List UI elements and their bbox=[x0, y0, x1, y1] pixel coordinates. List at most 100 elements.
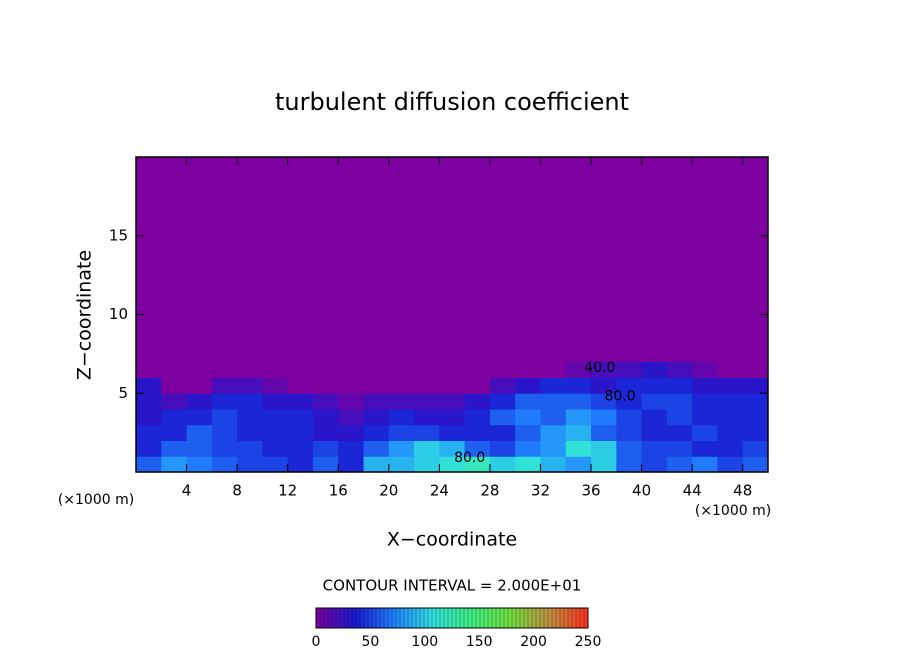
field-cell bbox=[237, 424, 263, 441]
field-cell bbox=[287, 440, 314, 457]
field-cell bbox=[540, 361, 567, 378]
x-tick-label: 48 bbox=[733, 482, 752, 500]
field-cell bbox=[717, 393, 744, 410]
field-cell bbox=[262, 361, 289, 378]
field-cell bbox=[742, 456, 769, 473]
colorbar-swatch bbox=[315, 607, 321, 629]
colorbar-swatch bbox=[507, 607, 513, 629]
colorbar-swatch bbox=[495, 607, 501, 629]
field-cell bbox=[540, 440, 567, 457]
field-cell bbox=[237, 409, 263, 426]
y-tick-label: 5 bbox=[118, 384, 128, 402]
field-cell bbox=[262, 393, 289, 410]
colorbar-swatch bbox=[511, 607, 517, 629]
field-cell bbox=[388, 409, 415, 426]
colorbar-swatch bbox=[519, 607, 525, 629]
field-cell bbox=[363, 377, 390, 394]
field-cell bbox=[237, 361, 263, 378]
field-cell bbox=[464, 409, 491, 426]
field-cell bbox=[717, 440, 744, 457]
colorbar-tick-label: 100 bbox=[411, 634, 438, 650]
contour-label: 40.0 bbox=[584, 360, 615, 376]
colorbar-swatch bbox=[483, 607, 489, 629]
field-cell bbox=[565, 440, 592, 457]
field-cell bbox=[338, 377, 365, 394]
y-axis-label: Z−coordinate bbox=[74, 250, 96, 380]
field-cell bbox=[692, 361, 718, 378]
field-cell bbox=[414, 409, 440, 426]
field-cell bbox=[591, 440, 617, 457]
colorbar-tick-label: 250 bbox=[575, 634, 602, 650]
colorbar-swatch bbox=[439, 607, 445, 629]
field-cell bbox=[161, 456, 188, 473]
field-cell bbox=[161, 393, 188, 410]
field-cell bbox=[388, 393, 415, 410]
field-cell bbox=[565, 377, 592, 394]
field-cell bbox=[262, 440, 289, 457]
field-cell bbox=[666, 377, 693, 394]
y-tick-label: 10 bbox=[109, 305, 128, 323]
colorbar-swatch bbox=[391, 607, 397, 629]
field-cell bbox=[540, 424, 567, 441]
field-cell bbox=[540, 456, 567, 473]
field-cell bbox=[161, 361, 188, 378]
field-cell bbox=[464, 377, 491, 394]
colorbar-swatch bbox=[471, 607, 477, 629]
field-cell bbox=[717, 361, 744, 378]
colorbar-swatch bbox=[411, 607, 417, 629]
field-cell bbox=[211, 424, 238, 441]
field-cell bbox=[186, 424, 213, 441]
field-cell bbox=[439, 377, 466, 394]
field-cell bbox=[287, 456, 314, 473]
x-unit: (×1000 m) bbox=[695, 503, 771, 519]
field-cell bbox=[591, 424, 617, 441]
field-cell bbox=[186, 361, 213, 378]
colorbar-swatch bbox=[339, 607, 345, 629]
field-cell bbox=[540, 393, 567, 410]
field-cell bbox=[161, 409, 188, 426]
field-cell bbox=[186, 456, 213, 473]
x-tick-label: 16 bbox=[329, 482, 348, 500]
field-cell bbox=[312, 393, 339, 410]
field-cell bbox=[489, 456, 516, 473]
field-cell bbox=[338, 424, 365, 441]
field-cell bbox=[666, 409, 693, 426]
field-cell bbox=[692, 393, 718, 410]
colorbar-swatch bbox=[375, 607, 381, 629]
y-tick-label: 15 bbox=[109, 226, 128, 244]
colorbar-swatch bbox=[463, 607, 469, 629]
chart-title: turbulent diffusion coefficient bbox=[275, 88, 629, 116]
colorbar-swatch bbox=[395, 607, 401, 629]
field-cell bbox=[489, 393, 516, 410]
field-cell bbox=[666, 456, 693, 473]
field-cell bbox=[717, 424, 744, 441]
x-tick-label: 12 bbox=[278, 482, 297, 500]
field-cell bbox=[489, 361, 516, 378]
field-cell bbox=[666, 440, 693, 457]
colorbar-swatch bbox=[491, 607, 497, 629]
colorbar-swatch bbox=[323, 607, 329, 629]
field-cell bbox=[565, 456, 592, 473]
field-cell bbox=[591, 409, 617, 426]
colorbar-swatch bbox=[543, 607, 549, 629]
field-cell bbox=[464, 424, 491, 441]
field-cell bbox=[616, 424, 643, 441]
field-cell bbox=[515, 424, 541, 441]
field-cell bbox=[136, 393, 162, 410]
colorbar-swatch bbox=[335, 607, 341, 629]
field-cell bbox=[312, 424, 339, 441]
field-cell bbox=[161, 440, 188, 457]
field-cell bbox=[742, 361, 769, 378]
field-cell bbox=[414, 440, 440, 457]
field-cell bbox=[540, 377, 567, 394]
field-cell bbox=[742, 393, 769, 410]
colorbar-swatch bbox=[415, 607, 421, 629]
field-cell bbox=[363, 440, 390, 457]
field-cell bbox=[489, 377, 516, 394]
colorbar-swatch bbox=[487, 607, 493, 629]
x-tick-label: 44 bbox=[683, 482, 702, 500]
field-cell bbox=[388, 424, 415, 441]
field-cell bbox=[262, 424, 289, 441]
field-cell bbox=[616, 393, 643, 410]
